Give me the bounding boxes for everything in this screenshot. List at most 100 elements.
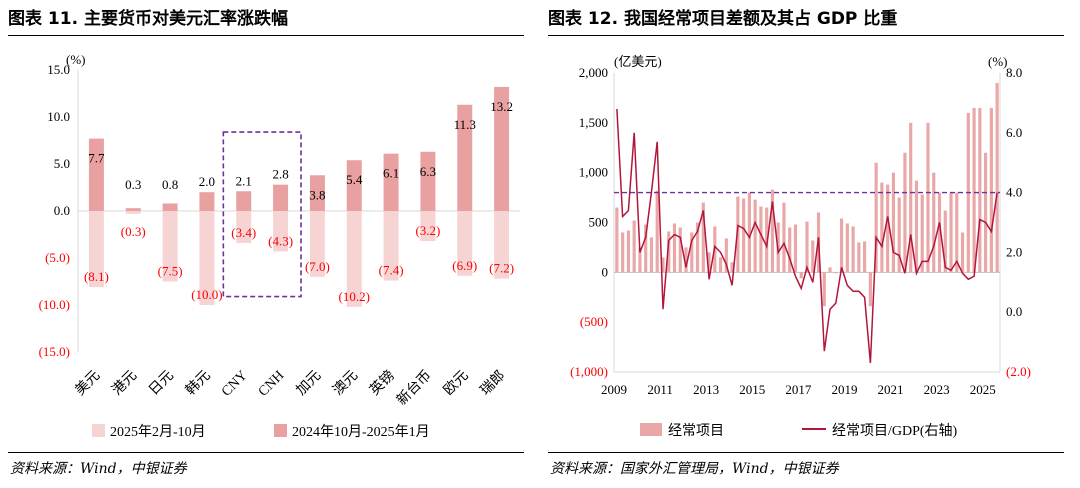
legend-swatch-oct2024-jan2025 — [274, 424, 287, 437]
current-account-bar — [868, 272, 872, 307]
bar-欧元-feb-oct2025 — [457, 211, 473, 276]
current-account-bar — [742, 198, 746, 273]
current-account-bar — [661, 257, 665, 273]
x-category-label: 新台币 — [394, 368, 435, 409]
left-axis-tick-label: 1,500 — [579, 115, 608, 130]
left-chart-title: 图表 11. 主要货币对美元汇率涨跌幅 — [8, 9, 288, 29]
current-account-bar — [701, 202, 705, 273]
left-y-tick-label: (15.0) — [39, 344, 70, 359]
bar-英镑-feb-oct2025 — [383, 211, 399, 281]
current-account-bar — [753, 199, 757, 273]
x-category-label: 瑞郎 — [477, 368, 508, 399]
current-account-bar — [730, 262, 734, 273]
bar-label-positive: 2.8 — [272, 167, 288, 182]
current-account-bar — [788, 227, 792, 273]
x-year-label: 2015 — [739, 382, 765, 397]
current-account-bar — [955, 192, 959, 273]
right-chart-panel: 图表 12. 我国经常项目差额及其占 GDP 比重 (亿美元) (%) 2,00… — [548, 0, 1068, 488]
left-bar-labels: 7.7 (8.1) 0.3 (0.3) 0.8 (7.5) 2.0 (10.0) 2.1 (3.4… — [84, 99, 514, 304]
right-left-unit-label: (亿美元) — [614, 54, 662, 69]
right-axis-tick-label: 6.0 — [1006, 125, 1022, 140]
current-account-bar — [989, 107, 993, 273]
bar-label-positive: 0.8 — [162, 177, 178, 192]
x-year-label: 2025 — [970, 382, 996, 397]
bar-label-positive: 2.1 — [236, 173, 252, 188]
bar-瑞郎-oct2024-jan2025 — [494, 86, 510, 211]
bar-label-positive: 13.2 — [490, 99, 513, 114]
right-axis-tick-label: 8.0 — [1006, 65, 1022, 80]
bar-label-negative: (0.3) — [121, 224, 146, 239]
current-account-bar — [811, 240, 815, 273]
current-account-bar — [799, 272, 803, 279]
bar-加元-feb-oct2025 — [309, 211, 325, 277]
current-account-bar — [851, 226, 855, 273]
legend-swatch-feb-oct2025 — [92, 424, 105, 437]
left-y-axis: 15.0 10.0 5.0 0.0 (5.0) (10.0) (15.0) — [39, 62, 520, 359]
current-account-bar — [972, 107, 976, 273]
current-account-bar — [690, 232, 694, 273]
current-account-bar — [909, 122, 913, 273]
right-source-rule — [548, 452, 1064, 453]
x-category-label: 韩元 — [183, 368, 214, 399]
left-chart-panel: 图表 11. 主要货币对美元汇率涨跌幅 (%) 15.0 10.0 5.0 0.0 (5… — [8, 0, 528, 488]
bar-CNY-oct2024-jan2025 — [236, 191, 252, 211]
current-account-bar — [839, 218, 844, 273]
current-account-bar — [828, 267, 832, 273]
left-bars — [88, 86, 510, 307]
bar-CNY-feb-oct2025 — [236, 211, 252, 243]
current-account-bar — [707, 252, 711, 273]
x-year-label: 2017 — [785, 382, 812, 397]
bar-label-positive: 6.3 — [420, 164, 436, 179]
right-axis-tick-label: 4.0 — [1006, 185, 1022, 200]
bar-CNH-feb-oct2025 — [273, 211, 289, 252]
bar-新台币-feb-oct2025 — [420, 211, 436, 242]
right-axis-tick-label: 0.0 — [1006, 304, 1022, 319]
left-axis-tick-label: (1,000) — [570, 364, 608, 379]
current-account-bar — [747, 192, 751, 273]
right-right-unit-label: (%) — [988, 54, 1008, 69]
current-account-bar — [649, 237, 654, 273]
bar-label-negative: (7.2) — [489, 261, 514, 276]
right-combo-chart: (亿美元) (%) 2,000 1,500 1,000 500 0 (500) (1,000… — [570, 54, 1031, 439]
bar-韩元-feb-oct2025 — [199, 211, 215, 305]
bar-澳元-oct2024-jan2025 — [346, 160, 362, 211]
left-y-tick-label: (5.0) — [45, 250, 70, 265]
current-account-bar — [874, 162, 878, 273]
x-category-label: 欧元 — [440, 368, 471, 399]
right-x-axis: 2009 2011 2013 2015 2017 2019 2021 2023 2025 — [601, 382, 996, 397]
current-account-bar — [667, 231, 671, 273]
current-account-bar — [621, 232, 625, 273]
current-account-bar — [926, 122, 930, 273]
right-axes: 2,000 1,500 1,000 500 0 (500) (1,000) 8.0 6.0 4.0… — [570, 65, 1031, 379]
current-account-bar — [672, 223, 677, 273]
current-account-bar — [644, 224, 648, 273]
current-account-bar — [943, 210, 947, 273]
bar-日元-oct2024-jan2025 — [162, 203, 178, 211]
current-account-bar — [765, 207, 769, 273]
current-account-bar — [886, 184, 890, 273]
current-account-bar — [638, 247, 642, 273]
current-account-bar — [695, 222, 700, 273]
right-source: 资料来源：国家外汇管理局，Wind，中银证券 — [550, 461, 839, 477]
left-axis-tick-label: (500) — [580, 314, 608, 329]
current-account-bar — [960, 232, 965, 273]
right-chart-title: 图表 12. 我国经常项目差额及其占 GDP 比重 — [548, 9, 898, 29]
left-axis-tick-label: 1,000 — [579, 165, 608, 180]
x-year-label: 2011 — [647, 382, 673, 397]
bar-港元-oct2024-jan2025 — [125, 208, 141, 211]
x-category-label: 加元 — [293, 368, 324, 399]
current-account-bar — [655, 190, 659, 273]
bar-CNH-oct2024-jan2025 — [273, 184, 289, 211]
x-year-label: 2009 — [601, 382, 627, 397]
current-account-bar — [770, 189, 775, 273]
bar-美元-oct2024-jan2025 — [88, 138, 104, 211]
x-category-label: 英镑 — [366, 367, 398, 399]
current-account-bar — [978, 107, 982, 273]
current-account-bar — [793, 224, 798, 273]
bar-美元-feb-oct2025 — [88, 211, 104, 288]
current-account-bar — [863, 241, 867, 273]
ratio-series-line — [616, 108, 998, 364]
bar-label-negative: (3.4) — [231, 225, 256, 240]
bar-label-positive: 11.3 — [454, 117, 476, 132]
current-account-bar — [984, 152, 988, 273]
